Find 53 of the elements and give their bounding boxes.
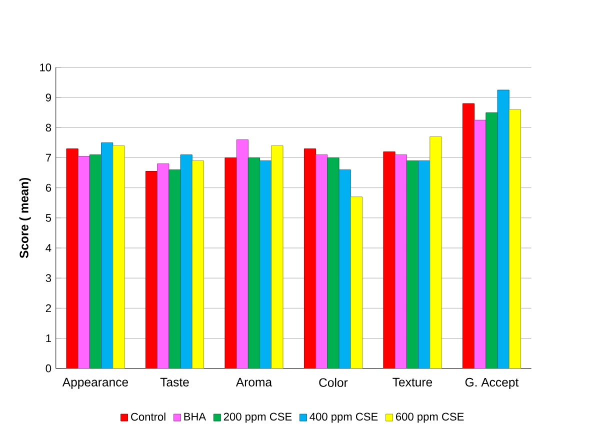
bar [383,151,396,368]
bar [474,120,486,368]
legend-label: 400 ppm CSE [310,412,378,423]
legend-label: 600 ppm CSE [396,412,464,423]
bar [157,163,170,368]
bar [316,154,328,368]
bar [66,148,78,368]
bar [508,109,521,368]
bar [236,139,248,368]
bar [168,169,181,368]
bar [89,154,102,368]
bar [248,157,260,368]
bar [192,160,204,368]
y-tick-label: 8 [46,124,52,132]
y-tick-label: 6 [46,184,52,192]
y-axis-title: Score ( mean) [19,178,31,258]
bar [462,103,475,368]
y-tick-label: 5 [46,214,52,222]
bar [145,170,158,368]
bar [497,90,510,368]
bar [304,148,316,368]
bar [350,196,362,368]
bar [486,112,498,368]
legend-label: Control [131,412,166,421]
x-tick-label: Taste [160,378,189,386]
y-tick-label: 1 [46,334,51,342]
legend-label: 200 ppm CSE [224,412,292,423]
x-tick-label: G. Accept [465,378,519,389]
bar [260,160,272,368]
bar [327,157,340,368]
bar [406,160,419,368]
bar [394,154,407,368]
bar [271,145,284,368]
y-tick-label: 9 [46,93,52,102]
bar [224,157,237,368]
bar [338,169,351,368]
bar [180,154,192,368]
bar [101,142,114,368]
legend-label: BHA [184,412,206,420]
x-tick-label: Color [319,378,348,387]
bar [112,145,125,368]
y-tick-label: 0 [46,364,52,372]
y-tick-label: 4 [46,244,52,252]
x-tick-label: Aroma [236,378,272,386]
y-tick-label: 3 [46,274,52,282]
y-tick-label: 2 [46,304,51,312]
bar [78,156,90,368]
bar [430,136,442,368]
bar [418,160,430,368]
y-tick-label: 7 [46,154,51,162]
x-tick-label: Texture [392,378,432,386]
y-tick-label: 10 [40,63,52,72]
x-tick-label: Appearance [62,378,128,389]
